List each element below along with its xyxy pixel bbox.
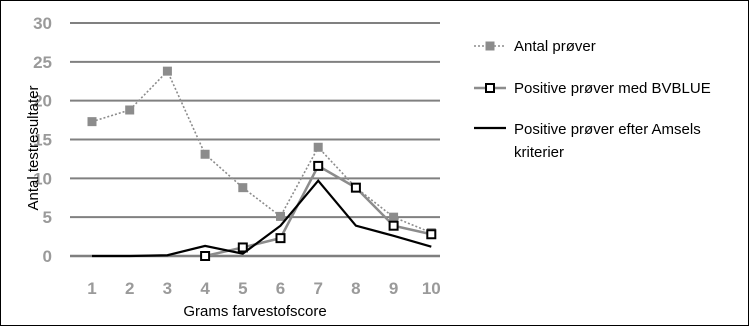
legend: Antal prøver Positive prøver med BVBLUE Po… — [474, 38, 711, 161]
x-tick-label: 3 — [163, 279, 172, 298]
x-tick-label: 9 — [389, 279, 398, 298]
data-point — [237, 242, 248, 253]
y-tick-label: 10 — [33, 169, 52, 188]
x-tick-labels: 1 2 3 4 5 6 7 8 9 10 — [87, 279, 440, 298]
y-tick-label: 30 — [33, 14, 52, 33]
legend-item-bvblue: Positive prøver med BVBLUE — [474, 80, 711, 97]
y-tick-label: 20 — [33, 92, 52, 111]
x-axis-title: Grams farvestofscore — [183, 303, 326, 320]
x-tick-label: 2 — [125, 279, 134, 298]
series-line — [91, 69, 432, 234]
data-point — [276, 211, 285, 221]
series-amsels — [92, 178, 432, 258]
legend-marker — [485, 83, 495, 93]
data-point — [389, 212, 399, 222]
y-tick-label: 25 — [33, 53, 52, 72]
data-point — [162, 66, 172, 76]
data-series — [87, 66, 437, 261]
legend-label: Antal prøver — [514, 38, 596, 55]
y-tick-label: 5 — [43, 208, 52, 227]
y-tick-labels: 0 5 10 15 20 25 30 — [33, 14, 52, 266]
series-line — [92, 178, 432, 258]
legend-label: kriterier — [514, 144, 564, 161]
data-point — [238, 183, 248, 193]
legend-label: Positive prøver med BVBLUE — [514, 80, 711, 97]
x-tick-label: 5 — [238, 279, 247, 298]
data-point — [313, 160, 324, 171]
data-point — [426, 229, 437, 240]
y-axis-title: Antal testresultater — [25, 85, 42, 210]
data-point — [87, 117, 97, 127]
grid-lines — [70, 22, 440, 258]
data-point — [350, 182, 361, 193]
data-point — [313, 142, 323, 152]
data-point — [388, 220, 399, 231]
legend-item-antal-prover: Antal prøver — [474, 38, 596, 55]
legend-item-amsels: Positive prøver efter Amsels kriterier — [474, 121, 701, 161]
legend-label: Positive prøver efter Amsels — [514, 121, 701, 138]
x-tick-label: 7 — [313, 279, 322, 298]
x-tick-label: 8 — [351, 279, 360, 298]
series-antal-prover — [87, 66, 436, 238]
data-point — [200, 251, 211, 261]
data-point — [275, 233, 286, 244]
data-point — [200, 149, 210, 159]
x-tick-label: 1 — [87, 279, 96, 298]
data-point — [125, 105, 135, 115]
x-tick-label: 6 — [276, 279, 285, 298]
series-bvblue — [200, 160, 437, 261]
x-tick-label: 4 — [200, 279, 210, 298]
legend-marker — [485, 41, 495, 51]
x-tick-label: 10 — [422, 279, 441, 298]
y-tick-label: 0 — [43, 247, 52, 266]
y-tick-label: 15 — [33, 131, 52, 150]
